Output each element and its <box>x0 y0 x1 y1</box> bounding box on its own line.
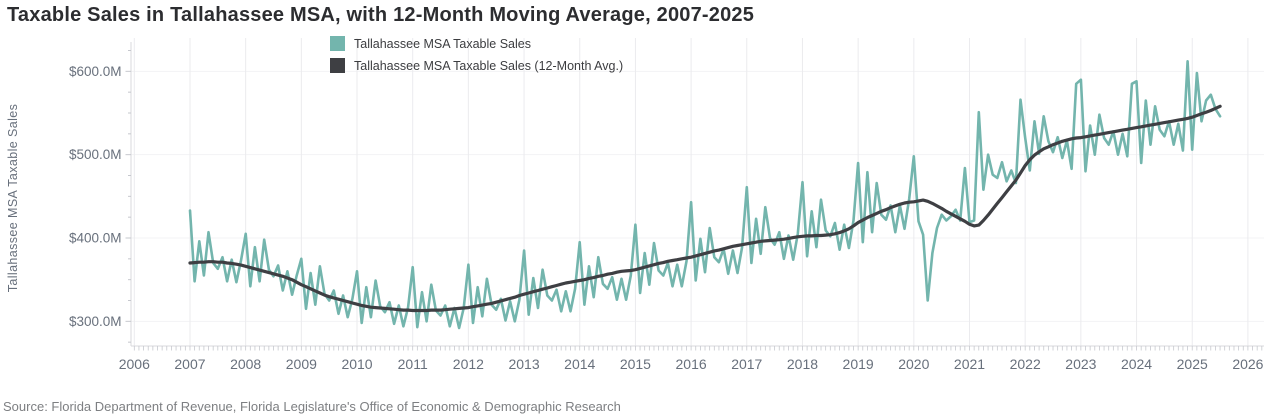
x-tick-label: 2013 <box>508 356 539 372</box>
legend: Tallahassee MSA Taxable Sales Tallahasse… <box>330 36 623 73</box>
y-tick-label: $300.0M <box>69 314 122 329</box>
source-note: Source: Florida Department of Revenue, F… <box>3 399 621 414</box>
x-tick-label: 2014 <box>564 356 595 372</box>
legend-swatch-average <box>330 58 345 73</box>
x-tick-label: 2025 <box>1177 356 1208 372</box>
x-tick-label: 2020 <box>898 356 929 372</box>
x-tick-label: 2012 <box>453 356 484 372</box>
x-tick-label: 2019 <box>843 356 874 372</box>
x-tick-label: 2015 <box>620 356 651 372</box>
axes-and-ticks <box>125 42 1264 351</box>
legend-label-average: Tallahassee MSA Taxable Sales (12-Month … <box>354 58 624 73</box>
y-axis-title: Tallahassee MSA Taxable Sales <box>6 104 20 293</box>
y-tick-label: $600.0M <box>69 64 122 79</box>
x-tick-label: 2009 <box>286 356 317 372</box>
y-tick-label: $400.0M <box>69 231 122 246</box>
x-tick-label: 2008 <box>230 356 261 372</box>
legend-item-average: Tallahassee MSA Taxable Sales (12-Month … <box>330 58 623 73</box>
legend-item-monthly: Tallahassee MSA Taxable Sales <box>330 36 623 51</box>
x-tick-label: 2024 <box>1121 356 1152 372</box>
x-tick-label: 2018 <box>787 356 818 372</box>
y-tick-label: $500.0M <box>69 147 122 162</box>
series-line-1 <box>188 104 1222 313</box>
legend-swatch-monthly <box>330 36 345 51</box>
gridlines <box>131 38 1264 346</box>
data-series <box>188 59 1222 330</box>
x-tick-label: 2023 <box>1065 356 1096 372</box>
legend-label-monthly: Tallahassee MSA Taxable Sales <box>354 36 531 51</box>
x-tick-label: 2026 <box>1232 356 1263 372</box>
x-tick-label: 2022 <box>1010 356 1041 372</box>
x-tick-label: 2021 <box>954 356 985 372</box>
x-tick-label: 2016 <box>676 356 707 372</box>
x-tick-label: 2011 <box>398 356 428 372</box>
chart-title: Taxable Sales in Tallahassee MSA, with 1… <box>7 4 755 26</box>
x-tick-label: 2006 <box>119 356 150 372</box>
x-tick-label: 2017 <box>731 356 762 372</box>
x-tick-label: 2010 <box>341 356 372 372</box>
axis-tick-labels: 2006 2007 2008 2009 2010 2011 2012 2013 2014 2015… <box>69 64 1264 372</box>
series-line-0 <box>188 59 1222 330</box>
x-tick-label: 2007 <box>174 356 205 372</box>
